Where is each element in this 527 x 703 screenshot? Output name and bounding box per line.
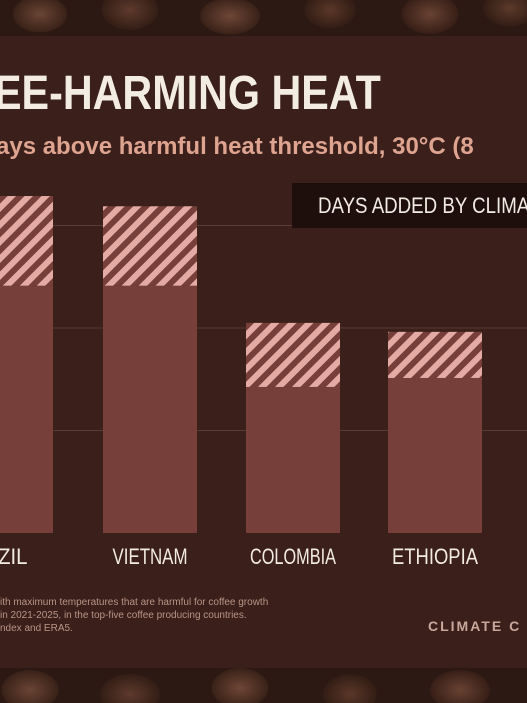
bar-base-colombia [246,386,340,533]
bar-added-azil [0,196,53,286]
chart-subtitle: ays above harmful heat threshold, 30°C (… [0,133,474,160]
bar-added-vietnam [103,206,197,286]
bar-base-ethiopia [388,377,482,533]
category-label-colombia: COLOMBIA [250,544,336,569]
category-label-ethiopia: ETHIOPIA [392,544,478,569]
footnote: ith maximum temperatures that are harmfu… [0,596,340,635]
category-label-vietnam: VIETNAM [113,544,188,569]
category-label-azil: AZIL [0,544,28,569]
bar-base-vietnam [103,285,197,533]
bar-added-colombia [246,322,340,387]
footnote-line-1: ith maximum temperatures that are harmfu… [0,597,269,608]
footnote-line-3: ndex and ERA5. [0,623,73,634]
legend-label: DAYS ADDED BY CLIMA [318,192,527,218]
brand-logo-text: CLIMATE C [428,618,522,634]
chart-title: EE-HARMING HEAT [0,67,381,120]
footnote-line-2: in 2021-2025, in the top-five coffee pro… [0,610,247,621]
legend: DAYS ADDED BY CLIMA [292,183,527,228]
bar-base-azil [0,285,53,533]
bar-added-ethiopia [388,331,482,378]
